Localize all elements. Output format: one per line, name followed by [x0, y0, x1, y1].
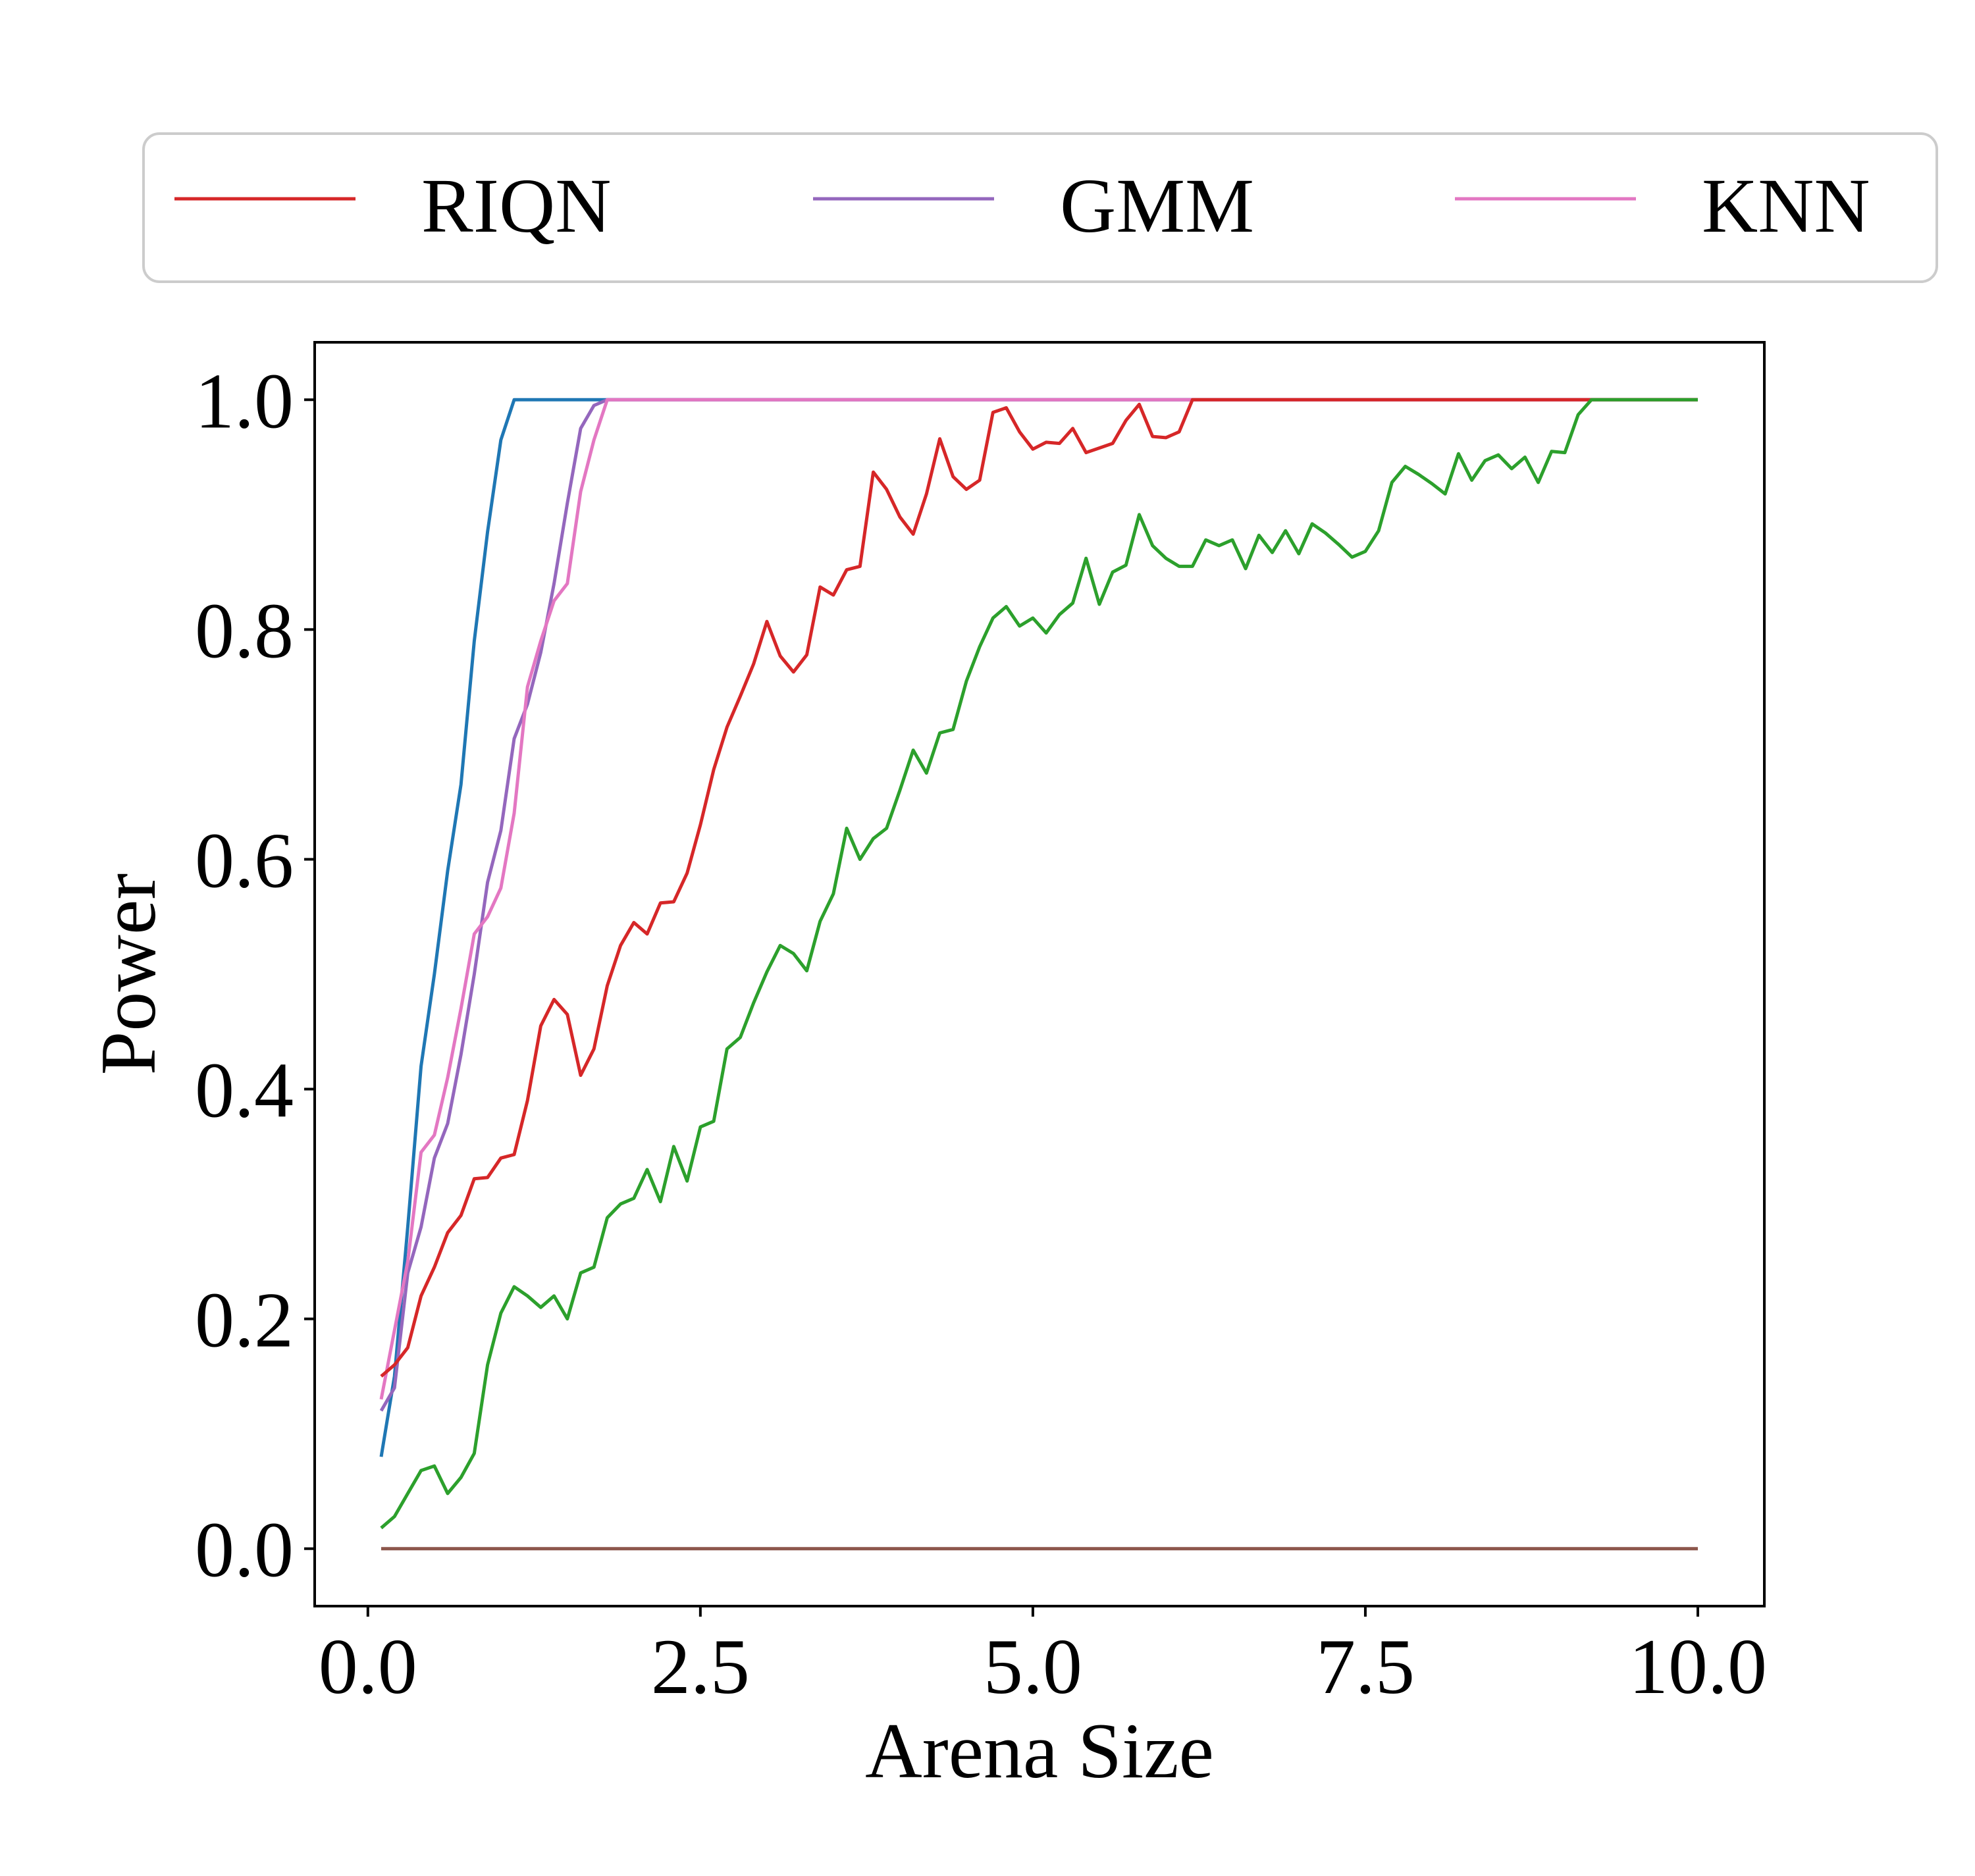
series-layer [379, 398, 1698, 1551]
x-tick-label: 0.0 [319, 1623, 417, 1710]
legend-label-knn: KNN [1702, 163, 1870, 249]
series-line-gmm [379, 398, 1698, 1412]
y-tick-label: 0.6 [195, 816, 294, 904]
legend-label-riqn: RIQN [421, 163, 611, 249]
legend-frame [142, 132, 1938, 283]
x-tick-label: 2.5 [651, 1623, 750, 1710]
y-tick-label: 0.8 [195, 586, 294, 674]
x-axis: 0.0 2.5 5.0 7.5 10.0 [319, 1606, 1767, 1710]
series-line-unlabeled-4 [380, 398, 1698, 1530]
y-tick-label: 0.2 [195, 1276, 294, 1364]
series-line-unlabeled-0 [379, 398, 1698, 1457]
y-tick-label: 0.0 [195, 1506, 294, 1594]
y-tick-label: 0.4 [195, 1047, 294, 1134]
x-tick-label: 10.0 [1629, 1623, 1767, 1710]
plot-area-frame [313, 341, 1766, 1607]
series-line-knn [379, 398, 1698, 1400]
x-tick-label: 5.0 [984, 1623, 1082, 1710]
x-axis-title: Arena Size [865, 1707, 1214, 1794]
y-axis: 0.0 0.2 0.4 0.6 0.8 1.0 [195, 357, 315, 1594]
x-tick-label: 7.5 [1316, 1623, 1415, 1710]
y-axis-title: Power [84, 873, 172, 1076]
legend: RIQN GMM KNN [142, 132, 1938, 283]
y-tick-label: 1.0 [195, 357, 294, 444]
series-line-riqn [380, 398, 1698, 1378]
legend-label-gmm: GMM [1060, 163, 1254, 249]
